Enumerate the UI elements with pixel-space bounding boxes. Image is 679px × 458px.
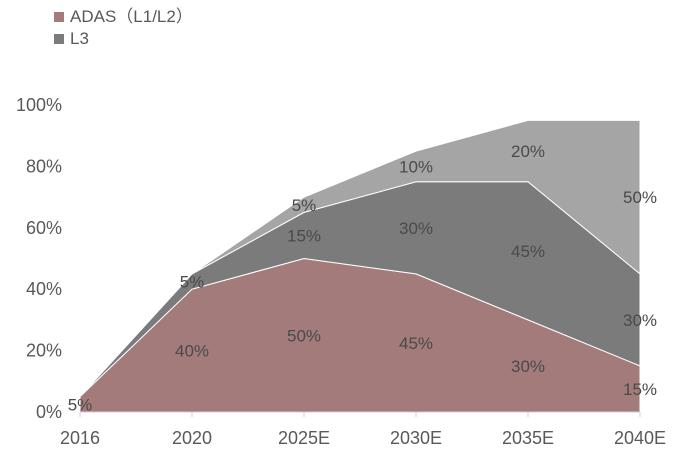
x-tick-label: 2020 [172, 428, 212, 448]
y-tick-label: 100% [16, 95, 62, 115]
legend-item-l3: L3 [54, 28, 193, 50]
chart-legend: ADAS（L1/L2） L3 [54, 6, 193, 50]
data-label-series-1: 5% [180, 273, 205, 292]
axes: 2016 2020 2025E 2030E 2035E 2040E 0% 20% 40% 60% 8… [16, 95, 666, 448]
y-tick-label: 60% [26, 218, 62, 238]
y-tick-label: 20% [26, 341, 62, 361]
x-tick-label: 2030E [390, 428, 442, 448]
data-label-series-1: 45% [511, 242, 545, 261]
data-label-series-0: 15% [623, 380, 657, 399]
data-label-series-2: 5% [292, 196, 317, 215]
data-label-series-2: 50% [623, 188, 657, 207]
legend-label-adas: ADAS（L1/L2） [70, 7, 193, 26]
legend-swatch-l3 [54, 34, 64, 44]
data-label-series-0: 45% [399, 334, 433, 353]
legend-swatch-adas [54, 12, 64, 22]
data-label-series-0: 30% [511, 357, 545, 376]
x-tick-label: 2025E [278, 428, 330, 448]
data-label-series-0: 40% [175, 342, 209, 361]
data-label-series-1: 15% [287, 226, 321, 245]
legend-item-adas: ADAS（L1/L2） [54, 6, 193, 28]
data-label-series-0: 5% [68, 395, 93, 414]
area-series-2 [79, 119, 641, 397]
data-label-series-2: 20% [511, 142, 545, 161]
area-layers [79, 119, 641, 413]
x-tick-label: 2016 [60, 428, 100, 448]
y-tick-label: 0% [36, 402, 62, 422]
data-label-series-2: 10% [399, 157, 433, 176]
data-label-series-1: 30% [623, 311, 657, 330]
x-tick-label: 2035E [502, 428, 554, 448]
legend-label-l3: L3 [70, 29, 89, 48]
y-tick-label: 80% [26, 156, 62, 176]
y-tick-label: 40% [26, 279, 62, 299]
data-label-series-1: 30% [399, 219, 433, 238]
x-tick-label: 2040E [614, 428, 666, 448]
data-labels: 5% 40% 50% 45% 30% 15% 5% 15% 30% 45% 30% 5% 10% 20% 5… [68, 142, 657, 414]
data-label-series-0: 50% [287, 326, 321, 345]
